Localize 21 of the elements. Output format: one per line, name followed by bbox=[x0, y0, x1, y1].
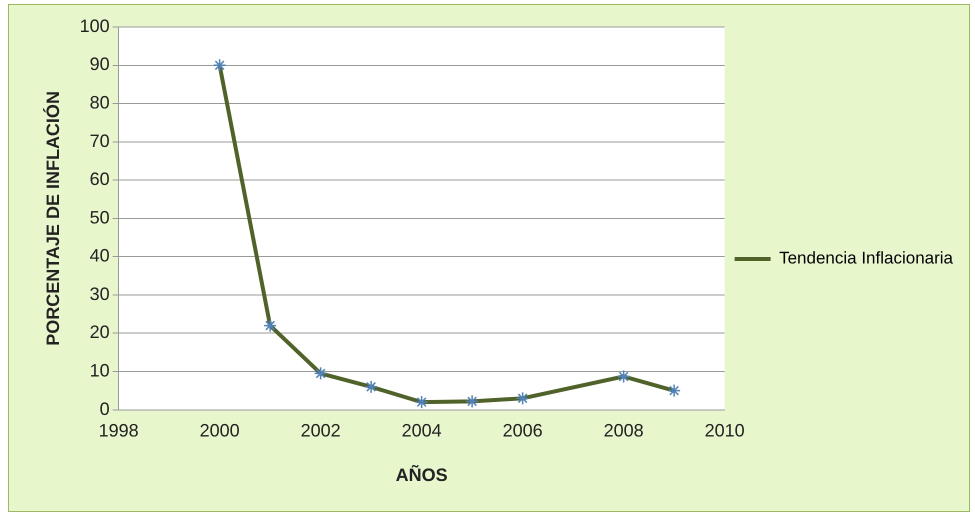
y-tick-label: 30 bbox=[90, 284, 110, 304]
y-axis-title: PORCENTAJE DE INFLACIÓN bbox=[42, 91, 63, 346]
y-tick-label: 40 bbox=[90, 246, 110, 266]
y-tick-label: 10 bbox=[90, 360, 110, 380]
x-tick-label: 2006 bbox=[502, 420, 543, 441]
y-tick-label: 20 bbox=[90, 322, 110, 342]
y-tick-label: 80 bbox=[90, 92, 110, 113]
y-tick-label: 70 bbox=[90, 130, 110, 151]
y-tick-label: 90 bbox=[90, 54, 110, 74]
x-tick-label: 1998 bbox=[98, 420, 139, 441]
x-tick-label: 2010 bbox=[704, 420, 745, 441]
x-axis-title: AÑOS bbox=[396, 464, 448, 486]
y-tick-label: 0 bbox=[100, 398, 110, 419]
y-tick-label: 60 bbox=[90, 169, 110, 190]
x-tick-label: 2004 bbox=[402, 420, 442, 441]
x-tick-label: 2002 bbox=[300, 420, 341, 441]
x-tick-label: 2000 bbox=[200, 420, 240, 441]
y-tick-label: 100 bbox=[80, 16, 110, 36]
legend-label: Tendencia Inflacionaria bbox=[779, 248, 954, 268]
y-tick-label: 50 bbox=[90, 207, 110, 228]
x-tick-label: 2008 bbox=[604, 420, 644, 441]
